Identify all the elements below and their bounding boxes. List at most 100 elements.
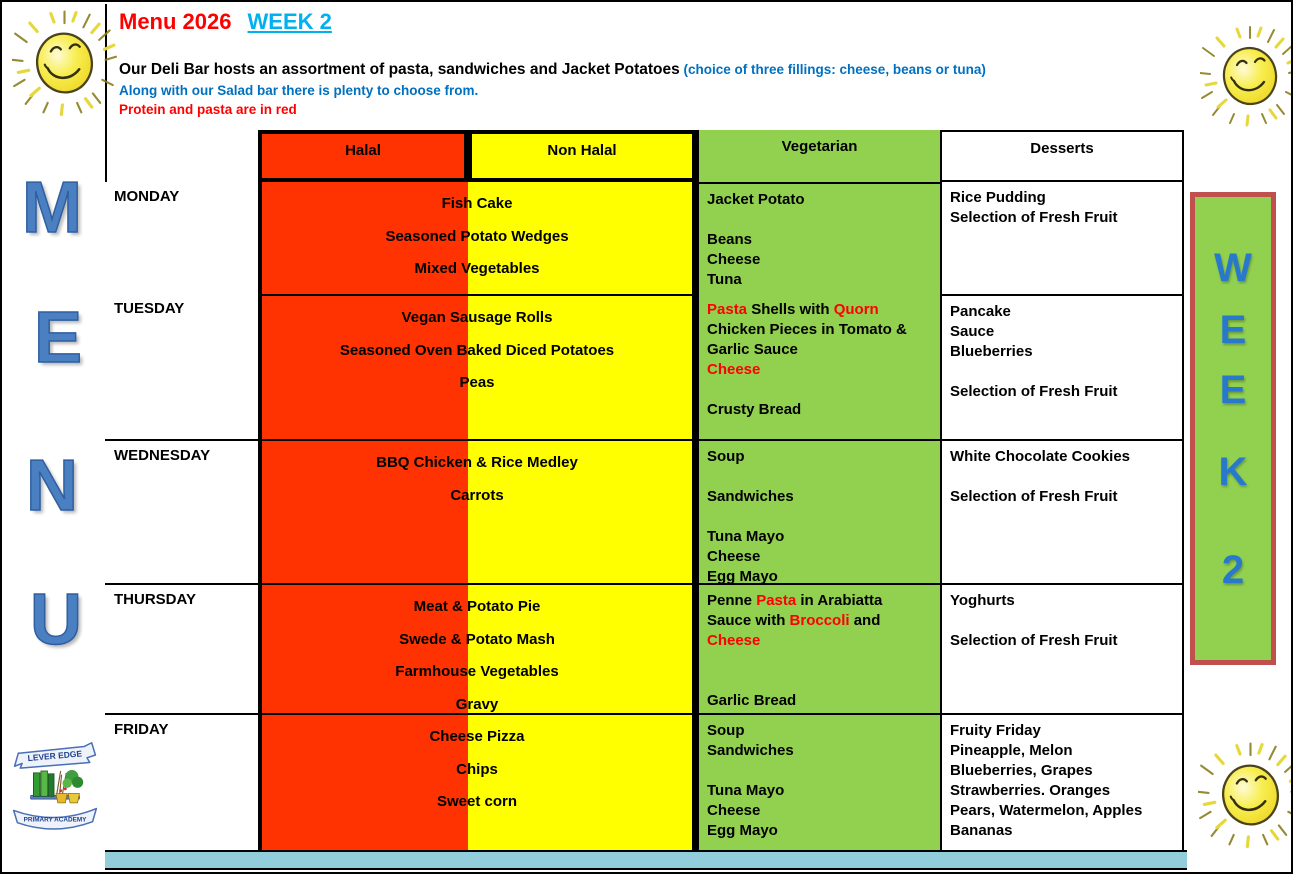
halal-nonhalal-cell: Fish Cake Seasoned Potato Wedges Mixed Veg… bbox=[258, 182, 699, 294]
menu-item-line: Jacket Potato bbox=[707, 190, 934, 210]
menu-item-line: Strawberries. Oranges bbox=[950, 782, 1111, 799]
menu-item-line: Cheese bbox=[707, 631, 934, 651]
desserts-cell: Pancake Sauce Blueberries Selection of Fre… bbox=[942, 294, 1184, 439]
menu-item-line: Gravy bbox=[455, 695, 499, 713]
item-text: Garlic Bread bbox=[707, 692, 797, 709]
item-text: Cheese bbox=[707, 548, 761, 565]
page-title: Menu 2026 bbox=[119, 9, 232, 34]
menu-item-line: Cheese bbox=[707, 547, 934, 567]
week-letter-e: E bbox=[1219, 368, 1247, 412]
menu-item-line: Penne Pasta in Arabiatta bbox=[707, 591, 934, 611]
menu-row-tuesday: TUESDAY Vegan Sausage Rolls Seasoned Oven … bbox=[105, 294, 1184, 439]
menu-item-line: Sweet corn bbox=[436, 793, 518, 810]
menu-item-line: Sauce with Broccoli and bbox=[707, 611, 934, 631]
menu-item-line: Selection of Fresh Fruit bbox=[950, 209, 1118, 226]
logo-academy-text: PRIMARY ACADEMY bbox=[24, 817, 88, 824]
highlighted-item-text: Cheese bbox=[707, 361, 761, 378]
menu-item-line: Peas bbox=[459, 374, 495, 391]
item-text: Chicken Pieces in Tomato & bbox=[707, 321, 907, 338]
bottom-accent-bar bbox=[105, 850, 1187, 870]
menu-item-line: Selection of Fresh Fruit bbox=[950, 488, 1118, 505]
week-label: WEEK 2 bbox=[247, 9, 332, 34]
menu-item-line bbox=[950, 362, 1176, 382]
halal-nonhalal-cell: Cheese Pizza Chips Sweet corn bbox=[258, 713, 699, 850]
menu-item-line: Seasoned Oven Baked Diced Potatoes bbox=[339, 341, 615, 359]
item-text: Egg Mayo bbox=[707, 568, 778, 583]
halal-nonhalal-cell: Meat & Potato Pie Swede & Potato Mash Farm… bbox=[258, 583, 699, 713]
menu-item-line: Seasoned Potato Wedges bbox=[385, 227, 569, 245]
item-text: and bbox=[853, 612, 881, 629]
item-text: Sandwiches bbox=[707, 488, 794, 505]
menu-item-line: Cheese bbox=[707, 250, 934, 270]
table-header-row: Halal Non Halal Vegetarian Desserts bbox=[105, 130, 1184, 182]
item-text: Beans bbox=[707, 231, 753, 248]
menu-item-line: Swede & Potato Mash bbox=[399, 630, 555, 648]
item-text: Soup bbox=[707, 722, 745, 739]
column-header-non-halal: Non Halal bbox=[468, 130, 699, 182]
week-letter-2: 2 bbox=[1221, 548, 1245, 592]
logo-bottom-ribbon bbox=[12, 807, 98, 830]
item-text: Egg Mayo bbox=[707, 822, 778, 839]
vegetarian-cell: Soup Sandwiches Tuna Mayo Cheese Egg Mayo bbox=[699, 439, 942, 583]
menu-item-line: Sandwiches bbox=[707, 741, 934, 761]
menu-item-line: Crusty Bread bbox=[707, 400, 934, 420]
menu-item-line: Chips bbox=[456, 760, 498, 778]
highlighted-item-text: Pasta bbox=[707, 301, 752, 318]
item-text: Sauce with bbox=[707, 612, 790, 629]
menu-item-line: Vegan Sausage Rolls bbox=[401, 309, 553, 326]
menu-item-line: Rice Pudding bbox=[950, 189, 1046, 206]
highlighted-item-text: Broccoli bbox=[789, 612, 854, 629]
menu-item-line: Blueberries, Grapes bbox=[950, 762, 1093, 779]
menu-item-line: Fish Cake bbox=[441, 195, 513, 212]
menu-item-line: Bananas bbox=[950, 822, 1013, 839]
desserts-cell: Fruity Friday Pineapple, Melon Blueberries… bbox=[942, 713, 1184, 850]
day-label: THURSDAY bbox=[105, 583, 258, 713]
menu-item-line: Garlic Bread bbox=[707, 691, 934, 711]
sun-icon-top-left bbox=[12, 9, 117, 117]
fillings-note: (choice of three fillings: cheese, beans… bbox=[679, 62, 986, 77]
school-logo: LEVER EDGE PRIMARY ACADEMY bbox=[12, 742, 98, 830]
item-text: Crusty Bread bbox=[707, 401, 802, 418]
menu-row-thursday: THURSDAY Meat & Potato Pie Swede & Potato … bbox=[105, 583, 1184, 713]
menu-item-line bbox=[707, 210, 934, 230]
header-spacer-cell bbox=[105, 130, 258, 182]
menu-item-line: Yoghurts bbox=[950, 592, 1015, 609]
salad-bar-line: Along with our Salad bar there is plenty… bbox=[119, 83, 479, 98]
menu-item-line: Mixed Vegetables bbox=[414, 260, 540, 277]
item-text: in Arabiatta bbox=[800, 592, 883, 609]
menu-item-line: White Chocolate Cookies bbox=[950, 448, 1131, 465]
desserts-cell: Rice Pudding Selection of Fresh Fruit bbox=[942, 182, 1184, 294]
column-header-vegetarian: Vegetarian bbox=[699, 130, 942, 182]
menu-table: Halal Non Halal Vegetarian Desserts MOND… bbox=[105, 130, 1184, 850]
menu-item-line: Chicken Pieces in Tomato & bbox=[707, 320, 934, 340]
menu-item-line bbox=[950, 467, 1176, 487]
item-text: Jacket Potato bbox=[707, 191, 805, 208]
week-letter-e: E bbox=[1219, 308, 1247, 352]
item-text: Soup bbox=[707, 448, 745, 465]
item-text: Tuna Mayo bbox=[707, 528, 785, 545]
menu-item-line: Beans bbox=[707, 230, 934, 250]
menu-item-line bbox=[950, 611, 1176, 631]
week-letter-k: K bbox=[1218, 450, 1248, 494]
menu-item-line: Soup bbox=[707, 721, 934, 741]
menu-item-line: Soup bbox=[707, 447, 934, 467]
day-label: WEDNESDAY bbox=[105, 439, 258, 583]
menu-item-line bbox=[707, 761, 934, 781]
menu-item-line: Tuna bbox=[707, 270, 934, 290]
vegetarian-cell: Pasta Shells with Quorn Chicken Pieces in… bbox=[699, 294, 942, 439]
item-text: Tuna bbox=[707, 271, 742, 288]
menu-item-line: Carrots bbox=[450, 486, 504, 504]
menu-item-line bbox=[707, 651, 934, 671]
menu-item-line: Egg Mayo bbox=[707, 821, 934, 841]
desserts-cell: Yoghurts Selection of Fresh Fruit bbox=[942, 583, 1184, 713]
menu-item-line: Selection of Fresh Fruit bbox=[950, 632, 1118, 649]
desserts-cell: White Chocolate Cookies Selection of Fre… bbox=[942, 439, 1184, 583]
menu-item-line: Pears, Watermelon, Apples bbox=[950, 802, 1143, 819]
deli-bar-text: Our Deli Bar hosts an assortment of past… bbox=[119, 61, 680, 78]
menu-item-line bbox=[707, 671, 934, 691]
day-label: FRIDAY bbox=[105, 713, 258, 850]
vegetarian-cell: Soup Sandwiches Tuna Mayo Cheese Egg Mayo bbox=[699, 713, 942, 850]
menu-item-line: Selection of Fresh Fruit bbox=[950, 383, 1118, 400]
menu-item-line: BBQ Chicken & Rice Medley bbox=[376, 454, 578, 471]
sun-icon-top-right bbox=[1200, 25, 1291, 127]
